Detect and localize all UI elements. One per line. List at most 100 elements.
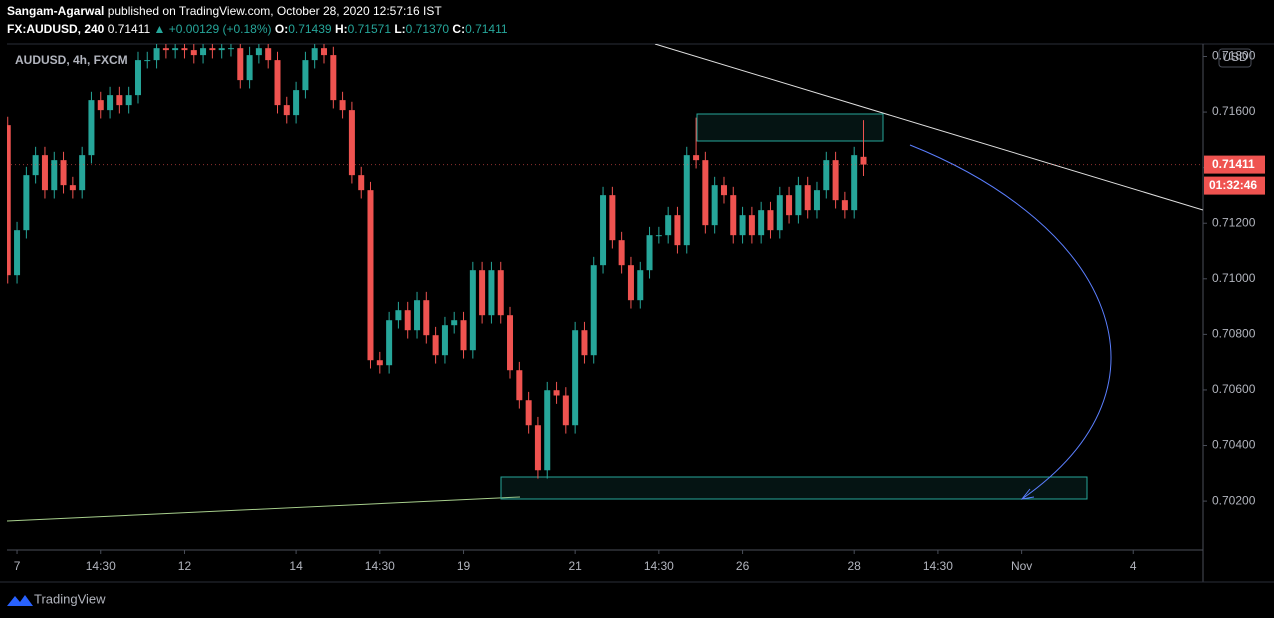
ohlc-key: C: [452, 22, 465, 36]
x-tick-label: 14:30 [365, 559, 395, 573]
x-tick-label: Nov [1011, 559, 1032, 573]
candle-body [637, 270, 644, 301]
countdown: 01:32:46 [1209, 178, 1257, 192]
candle-body [423, 300, 430, 336]
target-zone [500, 476, 1088, 500]
x-tick-label: 19 [457, 559, 471, 573]
x-tick-label: 26 [736, 559, 750, 573]
ohlc-value: 0.71411 [465, 22, 508, 36]
candle-body [97, 100, 104, 111]
candle-body [358, 175, 365, 191]
candle-body [786, 195, 793, 216]
candle-body [711, 185, 718, 226]
candle-body [414, 300, 421, 331]
last-price-badge [1204, 155, 1265, 174]
candle-body [665, 215, 672, 236]
candle-body [767, 210, 774, 231]
brand-logo [7, 595, 33, 606]
candle-body [107, 95, 114, 111]
candle-body [655, 235, 662, 237]
y-tick-label: 0.71200 [1212, 215, 1256, 229]
ohlc-key: H: [335, 22, 348, 36]
candle-body [488, 270, 495, 316]
x-tick-label: 21 [568, 559, 582, 573]
candle-body [553, 390, 560, 396]
x-tick-label: 14:30 [86, 559, 116, 573]
candle-body [646, 235, 653, 271]
candle-body [69, 185, 76, 191]
y-tick-label: 0.70400 [1212, 438, 1256, 452]
chart-title: AUDUSD, 4h, FXCM [15, 53, 128, 67]
y-tick-label: 0.70600 [1212, 382, 1256, 396]
candle-body [581, 330, 588, 356]
candle-body [776, 195, 783, 231]
y-tick-label: 0.70200 [1212, 493, 1256, 507]
currency: USD [1222, 50, 1248, 64]
candle-body [609, 195, 616, 241]
candle-body [181, 48, 188, 51]
logo-shape [7, 595, 33, 606]
author: Sangam-Agarwal [7, 4, 104, 18]
currency-badge[interactable] [1218, 48, 1252, 68]
candle-body [404, 310, 411, 331]
candle-body [572, 330, 579, 426]
candle-body [441, 325, 448, 356]
x-tick-label: 7 [14, 559, 21, 573]
candle-body [683, 155, 690, 246]
candle-body [200, 48, 207, 56]
candle-body [32, 155, 39, 176]
candle-body [209, 48, 216, 51]
candle-body [748, 215, 755, 236]
candle-body [144, 60, 151, 62]
candle-body [562, 395, 569, 426]
x-tick-label: 14 [289, 559, 303, 573]
candle-body [237, 48, 244, 81]
candle-body [693, 155, 700, 161]
candle-body [255, 48, 262, 56]
candle-body [851, 155, 858, 211]
x-tick-label: 28 [848, 559, 862, 573]
candle-body [246, 55, 253, 81]
brand: TradingView [34, 591, 106, 606]
candle-body [116, 95, 123, 106]
candle-body [60, 160, 67, 186]
candle-body [162, 48, 169, 51]
x-tick-label: 4 [1130, 559, 1137, 573]
x-tick-label: 14:30 [644, 559, 674, 573]
candle-body [283, 105, 290, 116]
candle-body [525, 400, 532, 426]
candle-body [190, 50, 197, 56]
candle-body [348, 110, 355, 176]
candle-body [23, 175, 30, 231]
candle-body [367, 190, 374, 361]
candle-body [134, 60, 141, 96]
candle-body [534, 425, 541, 471]
candle-body [79, 155, 86, 191]
trend-line [654, 44, 1203, 211]
header-line: Sangam-Agarwal published on TradingView.… [7, 4, 442, 18]
x-tick-label: 14:30 [923, 559, 953, 573]
candle-body [274, 60, 281, 106]
price: 0.71411 [108, 22, 151, 36]
candle-body [265, 48, 272, 61]
candle-body [516, 370, 523, 401]
symbol: FX:AUDUSD, 240 [7, 22, 105, 36]
resistance-zone [696, 113, 884, 142]
candle-body [311, 48, 318, 61]
y-tick-label: 0.70800 [1212, 327, 1256, 341]
candle-body [227, 48, 234, 50]
candle-body [739, 215, 746, 236]
y-tick-label: 0.71000 [1212, 271, 1256, 285]
candle-body [460, 320, 467, 351]
candle-body [497, 270, 504, 316]
change: ▲ +0.00129 (+0.18%) [154, 22, 272, 36]
ohlc-value: 0.71439 [288, 22, 332, 36]
ohlc-value: 0.71370 [406, 22, 450, 36]
symbol-line: FX:AUDUSD, 240 0.71411 ▲ +0.00129 (+0.18… [7, 22, 508, 36]
candle-body [7, 125, 11, 276]
candle-body [479, 270, 486, 316]
candle-body [376, 360, 383, 366]
candle-body [600, 195, 607, 266]
